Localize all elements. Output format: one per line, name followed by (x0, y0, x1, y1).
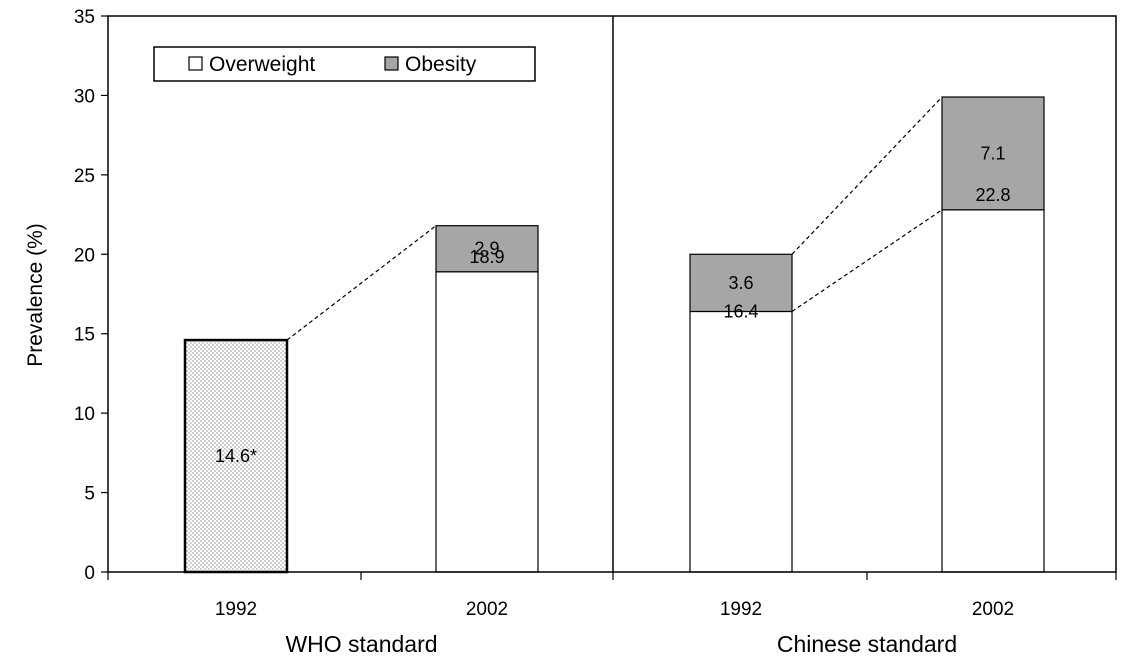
y-tick-label-0: 0 (84, 563, 95, 584)
data-label-who-2002-obesity: 2.9 (474, 239, 499, 259)
category-label-chinese-1992: 1992 (720, 599, 762, 620)
group-label-who: WHO standard (285, 631, 437, 657)
connector-lines (286, 96, 943, 341)
bar-who-2002-overweight (435, 271, 539, 573)
data-label-chinese-2002-overweight: 22.8 (975, 185, 1010, 205)
bar-chinese-2002-obesity (941, 96, 1045, 211)
connector-who-total (286, 225, 437, 341)
category-labels: 1992 2002 WHO standard 1992 2002 Chinese stan… (215, 599, 1014, 657)
y-tick-label-25: 25 (74, 166, 95, 187)
legend-box (153, 46, 536, 82)
y-axis-ticks: 0 5 10 15 20 25 30 35 (74, 7, 1117, 584)
plot-border (107, 15, 1117, 573)
y-tick-label-15: 15 (74, 325, 95, 346)
legend-swatch-obesity (384, 56, 399, 71)
bar-who-2002-obesity (435, 225, 539, 273)
y-tick-label-35: 35 (74, 7, 95, 28)
legend-label-obesity: Obesity (405, 53, 477, 76)
bars-layer: 14.6* 18.92.9 16.4 3.6 22.8 7.1 (183, 96, 1045, 574)
group-label-chinese: Chinese standard (777, 631, 957, 657)
data-label-chinese-2002-obesity: 7.1 (980, 143, 1005, 163)
y-tick-label-30: 30 (74, 86, 95, 107)
connector-chinese-total (791, 96, 943, 255)
category-label-who-1992: 1992 (215, 599, 257, 620)
bar-who-1992-combined (183, 338, 289, 574)
connector-chinese-overweight (791, 209, 943, 312)
plot-frame (107, 15, 1117, 573)
data-label-chinese-1992-obesity: 3.6 (728, 273, 753, 293)
y-axis-title: Prevalence (%) (24, 223, 47, 367)
bar-chinese-1992-obesity (689, 253, 793, 313)
category-label-chinese-2002: 2002 (972, 599, 1014, 620)
bar-chinese-2002-overweight (941, 209, 1045, 573)
data-label-who-2002-overweight: 18.9 (469, 247, 504, 267)
bar-chinese-1992-overweight (689, 310, 793, 573)
legend: Overweight Obesity (153, 46, 536, 82)
category-label-who-2002: 2002 (466, 599, 508, 620)
data-label-who-1992-combined: 14.6* (215, 446, 257, 466)
y-tick-label-10: 10 (74, 404, 95, 425)
legend-label-overweight: Overweight (209, 53, 315, 76)
legend-swatch-overweight (188, 56, 203, 71)
data-label-chinese-1992-overweight: 16.4 (723, 301, 758, 321)
y-tick-label-20: 20 (74, 245, 95, 266)
y-tick-label-5: 5 (84, 484, 95, 505)
